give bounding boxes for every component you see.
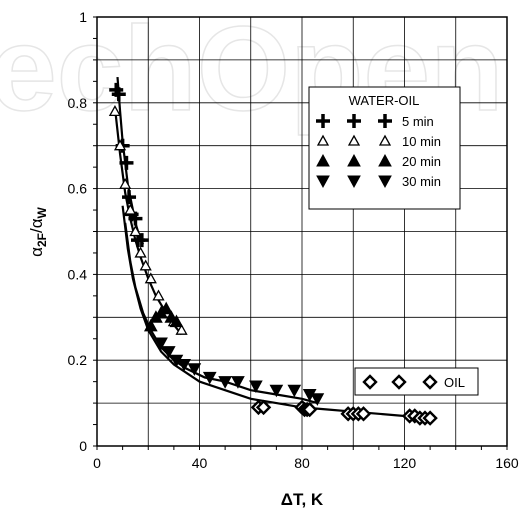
tick-labels: 0 40 80 120 160 0 0.2 0.4 0.6 0.8 1	[68, 9, 519, 471]
legend-label: OIL	[444, 375, 465, 390]
y-tick-label: 0.6	[68, 181, 88, 197]
y-tick-label: 0.8	[68, 95, 88, 111]
y-tick-label: 0	[79, 438, 87, 454]
svg-text:α2F/αW: α2F/αW	[27, 206, 49, 256]
data-point-diamond-open	[355, 406, 372, 422]
x-axis-title: ΔT, K	[281, 490, 324, 509]
data-point-triangle-filled	[143, 318, 158, 332]
legend-marker-plus	[347, 114, 361, 128]
legend-marker-triangle-filled	[316, 153, 330, 167]
data-point-triangle-down-filled	[161, 346, 176, 359]
data-point-diamond-open	[255, 399, 272, 416]
legend-marker-diamond-open	[362, 374, 378, 390]
legend-label: 10 min	[402, 134, 441, 149]
data-point-diamond-open	[301, 401, 318, 418]
data-point-triangle-down-filled	[249, 380, 263, 393]
legend-marker-diamond-open	[391, 374, 407, 390]
legend-marker-triangle-down-filled	[316, 175, 330, 189]
data-point-triangle-down-filled	[231, 376, 245, 389]
data-point-triangle-down-filled	[218, 376, 232, 389]
data-point-triangle-open	[134, 246, 147, 258]
y-tick-label: 0.2	[68, 352, 88, 368]
y-axis-title-sub1: 2F	[35, 233, 49, 247]
y-axis-title: α2F/αW	[27, 206, 49, 256]
legend-title: WATER-OIL	[349, 93, 420, 108]
x-tick-label: 0	[93, 455, 101, 471]
y-axis-title-sub2: W	[35, 206, 49, 218]
data-point-triangle-open	[139, 259, 152, 271]
legend-marker-triangle-filled	[378, 153, 392, 167]
y-axis-title-slash: /α	[27, 218, 46, 233]
data-points	[108, 82, 438, 426]
legend-marker-triangle-filled	[347, 153, 361, 167]
data-point-triangle-filled	[159, 301, 174, 315]
data-point-triangle-down-filled	[154, 337, 168, 351]
data-point-triangle-down-filled	[269, 384, 284, 398]
x-tick-label: 160	[495, 455, 519, 471]
x-tick-label: 40	[192, 455, 208, 471]
grid	[93, 16, 508, 450]
legend-marker-triangle-open	[316, 134, 330, 146]
data-point-triangle-down-filled	[310, 393, 325, 406]
data-point-triangle-down-filled	[177, 358, 191, 372]
fit-curve	[124, 222, 318, 405]
legend-marker-triangle-down-filled	[378, 175, 392, 189]
x-tick-label: 120	[393, 455, 417, 471]
data-point-diamond-open	[422, 410, 438, 426]
legend-marker-plus	[316, 114, 330, 128]
data-point-triangle-down-filled	[187, 363, 202, 376]
y-tick-label: 0.4	[68, 266, 88, 282]
data-point-triangle-down-filled	[287, 384, 302, 398]
data-point-triangle-open	[108, 105, 122, 117]
data-point-triangle-open	[113, 139, 127, 151]
legend-label: 30 min	[402, 174, 441, 189]
data-point-triangle-down-filled	[202, 371, 217, 385]
legend-marker-triangle-open	[378, 134, 392, 146]
data-point-triangle-open	[175, 323, 188, 335]
data-point-triangle-open	[129, 225, 142, 237]
plot-frame	[96, 16, 508, 447]
legend-marker-triangle-open	[347, 134, 361, 146]
data-point-triangle-open	[119, 177, 132, 189]
data-point-plus	[134, 233, 149, 248]
legend-label: 20 min	[402, 154, 441, 169]
x-tick-label: 80	[294, 455, 310, 471]
data-point-plus	[111, 87, 126, 102]
y-axis-title-main: α	[27, 247, 46, 257]
data-point-triangle-open	[144, 272, 157, 284]
legend-marker-triangle-down-filled	[347, 175, 361, 189]
data-point-plus	[122, 190, 137, 205]
data-point-triangle-filled	[169, 314, 184, 328]
legend-marker-plus	[378, 114, 392, 128]
data-point-plus	[119, 155, 134, 170]
legend-oil: OIL	[354, 367, 479, 396]
y-tick-label: 1	[79, 9, 87, 25]
legend-label: 5 min	[402, 114, 434, 129]
legend-marker-diamond-open	[422, 374, 438, 390]
legend-water-oil: WATER-OIL 5 min 10 min 20 min 30 min	[308, 86, 461, 210]
data-point-triangle-open	[152, 289, 165, 301]
data-point-triangle-open	[124, 203, 137, 215]
